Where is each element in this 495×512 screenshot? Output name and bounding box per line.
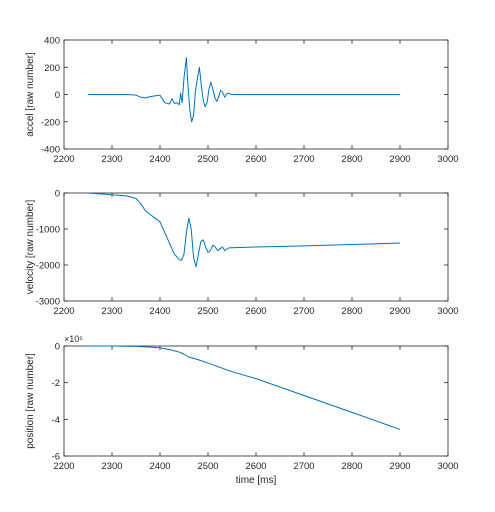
y-tick-label: 200 <box>44 63 60 74</box>
x-tick-label: 2300 <box>101 306 122 317</box>
x-tick-label: 2500 <box>197 306 218 317</box>
x-tick-label: 3000 <box>437 154 458 165</box>
y-tick-label: -6 <box>52 452 60 463</box>
x-axis-label: time [ms] <box>236 475 277 486</box>
x-tick-label: 2200 <box>53 461 74 472</box>
x-tick-label: 2600 <box>245 154 266 165</box>
y-tick-label: -200 <box>41 117 60 128</box>
axes-box <box>63 345 449 457</box>
x-tick-label: 2700 <box>293 461 314 472</box>
y-tick-label: 400 <box>44 36 60 47</box>
y-tick-label: 0 <box>55 342 60 353</box>
x-tick-label: 3000 <box>437 306 458 317</box>
y-tick-label: -2000 <box>36 261 60 272</box>
series-line-1 <box>88 345 401 430</box>
y-exponent-label: ×10⁵ <box>64 334 83 344</box>
x-tick-label: 2900 <box>389 461 410 472</box>
y-tick-label: -400 <box>41 145 60 156</box>
x-tick-label: 2400 <box>149 154 170 165</box>
x-tick-label: 2800 <box>341 306 362 317</box>
x-tick-label: 2200 <box>53 154 74 165</box>
subplot-3: 2200 2300 2400 2500 2600 2700 2800 2900 3000 -6 -4… <box>25 334 459 486</box>
x-tick-label: 2500 <box>197 461 218 472</box>
y-tick-label: 0 <box>55 90 60 101</box>
subplot-2: 2200 2300 2400 2500 2600 2700 2800 2900 3000 -300… <box>25 189 459 318</box>
x-tick-label: 2500 <box>197 154 218 165</box>
y-tick-label: -3000 <box>36 297 60 308</box>
y-axis-label: position [raw number] <box>25 353 36 449</box>
y-tick-label: -1000 <box>36 225 60 236</box>
y-axis-label: accel [raw number] <box>25 52 36 137</box>
x-tick-label: 3000 <box>437 461 458 472</box>
x-tick-label: 2400 <box>149 461 170 472</box>
x-tick-label: 2900 <box>389 154 410 165</box>
x-tick-label: 2900 <box>389 306 410 317</box>
x-tick-label: 2800 <box>341 461 362 472</box>
x-tick-label: 2200 <box>53 306 74 317</box>
subplot-1: 2200 2300 2400 2500 2600 2700 2800 2900 3000 -400… <box>25 36 459 166</box>
y-tick-label: -2 <box>52 378 60 389</box>
x-tick-label: 2600 <box>245 306 266 317</box>
y-tick-label: -4 <box>52 415 60 426</box>
x-tick-label: 2600 <box>245 461 266 472</box>
x-tick-label: 2800 <box>341 154 362 165</box>
y-axis-label: velocity [raw number] <box>25 200 36 295</box>
x-tick-label: 2400 <box>149 306 170 317</box>
x-tick-label: 2700 <box>293 154 314 165</box>
x-tick-label: 2300 <box>101 154 122 165</box>
x-tick-label: 2300 <box>101 461 122 472</box>
series-line-1 <box>88 57 400 123</box>
series-line-1 <box>87 192 401 268</box>
y-tick-label: 0 <box>55 189 60 200</box>
x-tick-label: 2700 <box>293 306 314 317</box>
